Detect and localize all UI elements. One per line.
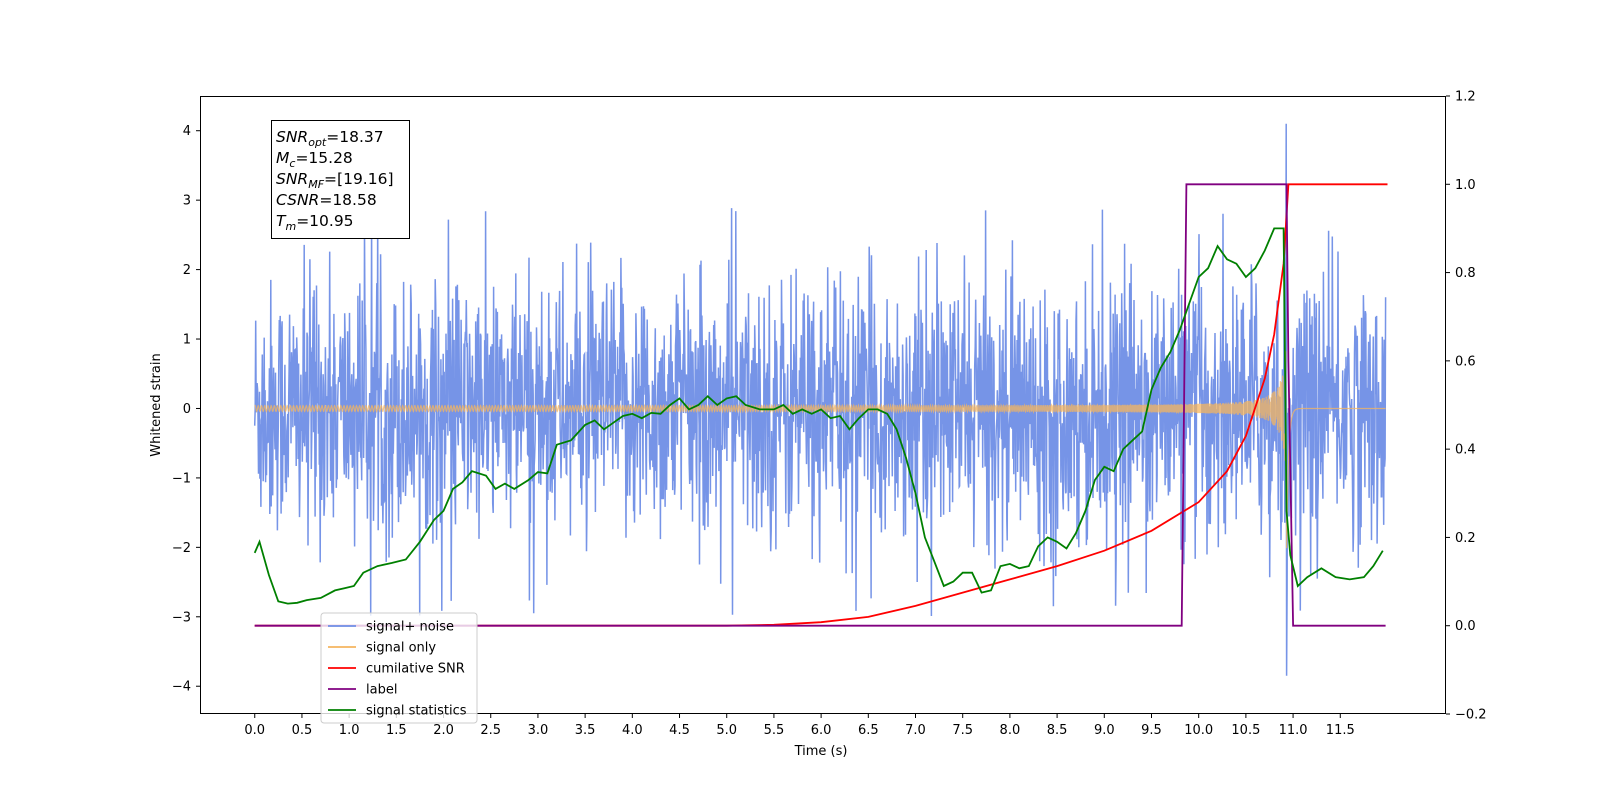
annotation-frame — [271, 120, 410, 239]
x-tick-label: 9.0 — [1094, 723, 1115, 738]
y-tick-label-left: −1 — [172, 471, 191, 486]
annotation-line: SNRopt=18.37 — [276, 128, 384, 149]
stats-annotation-box: SNRopt=18.37Mc=15.28SNRMF=[19.16]CSNR=18… — [271, 120, 410, 239]
y-tick-label-right: 0.4 — [1455, 443, 1476, 458]
x-tick-label: 5.5 — [764, 723, 785, 738]
series-layer — [253, 123, 1388, 676]
y-tick-label-right: −0.2 — [1455, 708, 1487, 723]
x-tick-label: 2.0 — [433, 723, 454, 738]
legend-label: signal+ noise — [366, 620, 454, 635]
x-tick-label: 7.5 — [952, 723, 973, 738]
y-axis-right: 1.2 1.0 0.8 0.6 0.4 0.2 0.0 −0.2 — [1446, 90, 1487, 723]
series-cumulative-snr-line — [254, 183, 1388, 627]
annotation-line: CSNR=18.58 — [276, 191, 377, 209]
x-tick-label: 7.0 — [905, 723, 926, 738]
y-tick-label-right: 0.2 — [1455, 531, 1476, 546]
legend-label: signal only — [366, 641, 436, 656]
x-tick-label: 10.5 — [1231, 723, 1260, 738]
x-tick-label: 10.0 — [1184, 723, 1213, 738]
x-tick-label: 11.5 — [1326, 723, 1355, 738]
x-axis-label: Time (s) — [794, 744, 848, 759]
y-tick-label-right: 0.8 — [1455, 266, 1476, 281]
y-tick-label-left: 4 — [183, 124, 191, 139]
plot-frame — [200, 96, 1446, 714]
y-tick-label-left: −2 — [172, 541, 191, 556]
annotation-line: Tm=10.95 — [276, 212, 354, 233]
series-signal-noise-line — [253, 123, 1387, 676]
annotation-line: Mc=15.28 — [276, 149, 353, 170]
x-tick-label: 8.5 — [1047, 723, 1068, 738]
x-axis: 0.0 0.5 1.0 1.5 2.0 2.5 3.0 3.5 4.0 4.5 5.0 5.5 6.0 6… — [244, 714, 1355, 738]
y-tick-label-right: 1.0 — [1455, 178, 1476, 193]
y-tick-label-left: 0 — [183, 402, 191, 417]
legend-label: cumilative SNR — [366, 662, 465, 677]
x-tick-label: 3.0 — [528, 723, 549, 738]
series-signal-only-line — [254, 351, 1386, 549]
x-tick-label: 3.5 — [575, 723, 596, 738]
x-tick-label: 6.0 — [811, 723, 832, 738]
x-tick-label: 0.5 — [292, 723, 313, 738]
y-tick-label-right: 0.6 — [1455, 354, 1476, 369]
x-tick-label: 2.5 — [480, 723, 501, 738]
x-tick-label: 9.5 — [1141, 723, 1162, 738]
series-signal-statistics-line — [253, 227, 1384, 605]
y-tick-label-left: 3 — [183, 194, 191, 209]
y-tick-label-left: −3 — [172, 610, 191, 625]
y-tick-label-left: −4 — [172, 680, 191, 695]
y-axis-left: 4 3 2 1 0 −1 −2 −3 −4 — [172, 124, 200, 695]
legend: signal+ noise signal only cumilative SNR la… — [320, 612, 478, 724]
x-tick-label: 1.5 — [386, 723, 407, 738]
x-tick-label: 6.5 — [858, 723, 879, 738]
y-tick-label-left: 1 — [183, 333, 191, 348]
legend-label: signal statistics — [366, 704, 467, 719]
legend-frame — [320, 612, 478, 724]
y-axis-label: Whitened strain — [149, 353, 164, 456]
x-tick-label: 1.0 — [339, 723, 360, 738]
x-tick-label: 0.0 — [244, 723, 265, 738]
x-tick-label: 11.0 — [1279, 723, 1308, 738]
x-tick-label: 4.5 — [669, 723, 690, 738]
y-tick-label-right: 0.0 — [1455, 619, 1476, 634]
x-tick-label: 5.0 — [716, 723, 737, 738]
y-tick-label-left: 2 — [183, 263, 191, 278]
series-label-line — [254, 183, 1386, 627]
legend-label: label — [366, 683, 397, 698]
y-tick-label-right: 1.2 — [1455, 90, 1476, 105]
x-tick-label: 8.0 — [1000, 723, 1021, 738]
annotation-line: SNRMF=[19.16] — [276, 170, 394, 191]
x-tick-label: 4.0 — [622, 723, 643, 738]
